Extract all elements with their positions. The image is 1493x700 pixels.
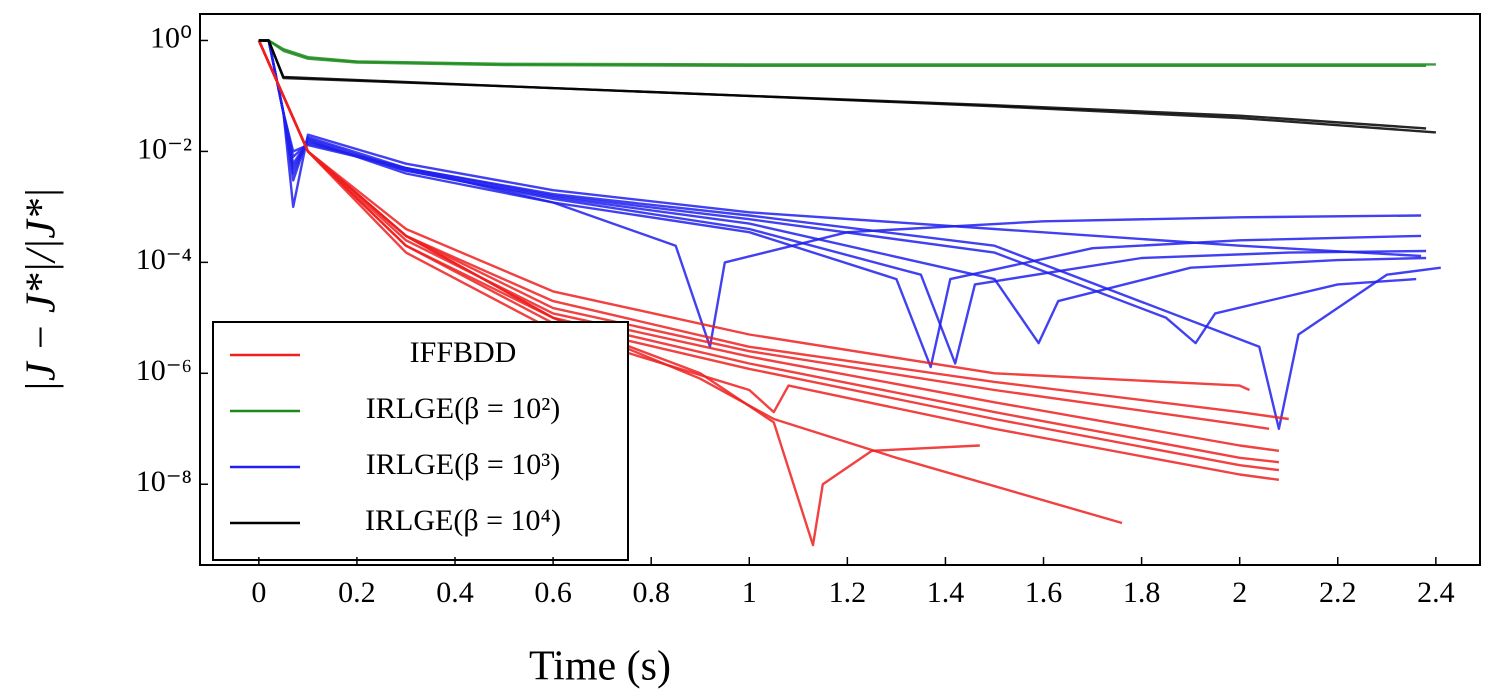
y-axis-label: |J − J*|/|J*|	[19, 187, 65, 392]
x-tick-label: 1.4	[927, 576, 965, 609]
x-tick-label: 0.4	[436, 576, 474, 609]
series-line	[258, 39, 1417, 345]
x-tick-label: 1.8	[1123, 576, 1161, 609]
plot-frame	[199, 13, 1481, 566]
y-tick-label: 10⁻⁶	[136, 354, 192, 387]
series-line	[258, 39, 1427, 130]
x-tick-label: 0	[251, 576, 266, 609]
legend-label: IFFBDD	[410, 336, 517, 369]
x-tick-label: 0.2	[338, 576, 376, 609]
x-tick-label: 0.6	[534, 576, 572, 609]
x-tick-label: 1.2	[829, 576, 867, 609]
y-tick-label: 10⁰	[150, 21, 192, 54]
x-tick-label: 2.2	[1319, 576, 1357, 609]
lines	[257, 39, 1441, 547]
x-tick-label: 2.4	[1417, 576, 1455, 609]
series-line	[258, 39, 1427, 67]
series-line	[257, 40, 1280, 481]
series-line	[258, 39, 1422, 258]
x-tick-label: 1.6	[1025, 576, 1063, 609]
series-line	[258, 39, 1436, 66]
legend-box	[212, 321, 629, 561]
series-line	[258, 39, 1436, 134]
y-tick-label: 10⁻²	[137, 132, 192, 165]
series-line	[258, 39, 1422, 369]
x-tick-label: 2	[1232, 576, 1247, 609]
x-axis-label: Time (s)	[529, 644, 671, 690]
legend-label: IRLGE(β = 10²)	[366, 392, 560, 425]
series-line	[258, 39, 1427, 365]
y-tick-label: 10⁻⁴	[136, 243, 192, 276]
x-tick-label: 0.8	[632, 576, 670, 609]
legend-label: IRLGE(β = 10⁴)	[365, 504, 561, 537]
legend: IFFBDD IRLGE(β = 10²) IRLGE(β = 10³) IRLGE(…	[212, 321, 629, 561]
legend-label: IRLGE(β = 10³)	[366, 448, 560, 481]
series-line	[257, 40, 980, 547]
x-tick-label: 1	[742, 576, 757, 609]
series-line	[258, 39, 1422, 348]
series-line	[258, 39, 1441, 430]
y-tick-label: 10⁻⁸	[136, 465, 192, 498]
series-line	[258, 39, 1427, 345]
